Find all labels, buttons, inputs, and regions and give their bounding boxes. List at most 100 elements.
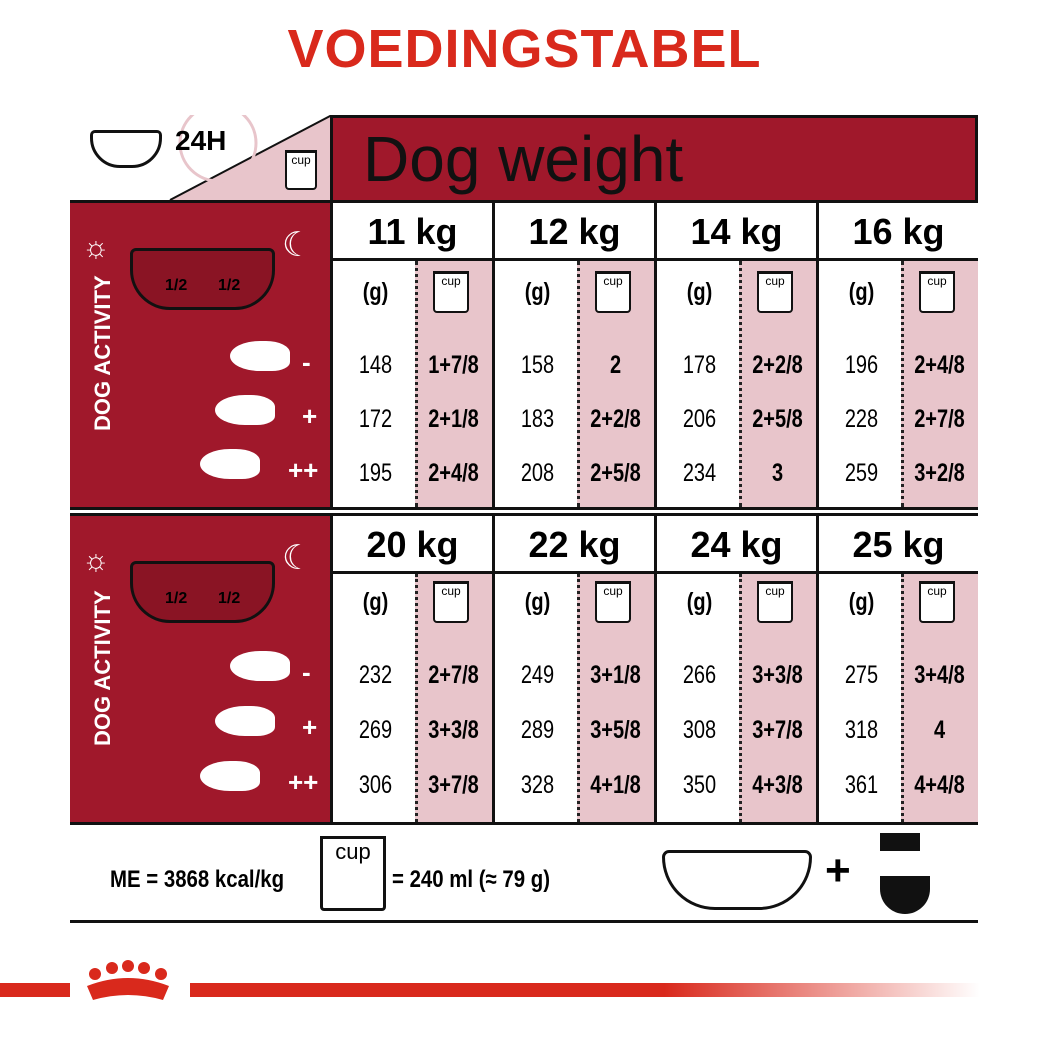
cup-icon: cup — [919, 271, 955, 313]
grams-header: (g) — [686, 278, 713, 306]
cups-value: 3+3/8 — [428, 716, 479, 744]
cups-value: 2+4/8 — [428, 459, 479, 487]
weight-column: 22 kg (g) cup 249 3+1/8 289 3+5/8 328 4+1/8 — [492, 516, 654, 822]
activity-level: + — [302, 712, 318, 742]
grams-value: 195 — [358, 459, 393, 487]
cups-value: 4+1/8 — [590, 771, 641, 799]
weight-column: 20 kg (g) cup 232 2+7/8 269 3+3/8 306 3+7/8 — [330, 516, 492, 822]
grams-value: 275 — [844, 661, 879, 689]
cup-equivalence: = 240 ml (≈ 79 g) — [392, 866, 551, 893]
hours-label: 24H — [175, 125, 227, 156]
grams-header: (g) — [686, 588, 713, 616]
cup-icon: cup — [919, 581, 955, 623]
cups-value: 3+7/8 — [428, 771, 479, 799]
crown-logo — [75, 960, 180, 1010]
cups-value: 4+4/8 — [914, 771, 965, 799]
grams-value: 234 — [682, 459, 717, 487]
grams-value: 249 — [520, 661, 555, 689]
energy-value: ME = 3868 kcal/kg — [110, 866, 285, 893]
cups-value: 4 — [933, 716, 946, 744]
grams-value: 361 — [844, 771, 879, 799]
weight-column: 25 kg (g) cup 275 3+4/8 318 4 361 4+4/8 — [816, 516, 978, 822]
activity-level: - — [302, 347, 311, 377]
moon-icon: ☾ — [282, 539, 313, 577]
cups-value: 3 — [771, 459, 784, 487]
grams-header: (g) — [848, 278, 875, 306]
cups-value: 2+2/8 — [590, 405, 641, 433]
weight-label: 16 kg — [819, 203, 978, 261]
weight-label: 20 kg — [333, 516, 492, 574]
grams-value: 259 — [844, 459, 879, 487]
dog-weight-header: Dog weight — [330, 115, 978, 200]
grams-header: (g) — [362, 278, 389, 306]
grams-value: 228 — [844, 405, 879, 433]
grams-value: 172 — [358, 405, 393, 433]
weight-label: 25 kg — [819, 516, 978, 574]
feeding-block: DOG ACTIVITY ☼ ☾ 1/2 1/2 - + ++ 20 kg (g… — [70, 513, 978, 825]
brand-line-right — [190, 983, 980, 997]
weight-column: 11 kg (g) cup 148 1+7/8 172 2+1/8 195 2+4/8 — [330, 203, 492, 507]
dog-activity-icon — [230, 341, 290, 371]
tap-icon — [880, 833, 920, 851]
activity-label: DOG ACTIVITY — [90, 590, 115, 746]
grams-value: 328 — [520, 771, 555, 799]
dog-activity-icon — [200, 761, 260, 791]
activity-label: DOG ACTIVITY — [90, 275, 115, 431]
cups-value: 2+1/8 — [428, 405, 479, 433]
half-right: 1/2 — [218, 277, 241, 294]
grams-header: (g) — [524, 278, 551, 306]
cups-value: 2+4/8 — [914, 351, 965, 379]
grams-value: 269 — [358, 716, 393, 744]
activity-level: ++ — [288, 767, 319, 797]
grams-value: 308 — [682, 716, 717, 744]
grams-value: 289 — [520, 716, 555, 744]
activity-level: ++ — [288, 455, 319, 485]
cup-icon: cup — [433, 581, 469, 623]
dog-activity-icon — [215, 395, 275, 425]
activity-panel: DOG ACTIVITY ☼ ☾ 1/2 1/2 - + ++ — [70, 203, 330, 507]
cups-value: 3+3/8 — [752, 661, 803, 689]
activity-level: - — [302, 657, 311, 687]
cups-value: 3+5/8 — [590, 716, 641, 744]
weight-column: 14 kg (g) cup 178 2+2/8 206 2+5/8 234 3 — [654, 203, 816, 507]
cup-icon: cup — [320, 836, 386, 911]
weight-label: 24 kg — [657, 516, 816, 574]
grams-header: (g) — [362, 588, 389, 616]
grams-value: 196 — [844, 351, 879, 379]
grams-value: 178 — [682, 351, 717, 379]
moon-icon: ☾ — [282, 226, 313, 264]
grams-header: (g) — [524, 588, 551, 616]
grams-value: 266 — [682, 661, 717, 689]
grams-value: 318 — [844, 716, 879, 744]
cups-value: 2+5/8 — [590, 459, 641, 487]
weight-label: 12 kg — [495, 203, 654, 261]
sun-icon: ☼ — [82, 544, 110, 577]
grams-value: 232 — [358, 661, 393, 689]
weight-label: 22 kg — [495, 516, 654, 574]
cup-icon: cup — [757, 271, 793, 313]
half-right: 1/2 — [218, 590, 241, 607]
half-left: 1/2 — [165, 590, 188, 607]
half-left: 1/2 — [165, 277, 188, 294]
food-bowl-icon: 1/2 1/2 — [130, 561, 275, 623]
footer: ME = 3868 kcal/kg cup = 240 ml (≈ 79 g) … — [70, 828, 978, 923]
food-bowl-icon — [662, 850, 812, 910]
cup-icon: cup — [595, 271, 631, 313]
cup-icon: cup — [433, 271, 469, 313]
weight-label: 11 kg — [333, 203, 492, 261]
cup-icon: cup — [285, 150, 317, 190]
cups-value: 2+2/8 — [752, 351, 803, 379]
cups-value: 3+1/8 — [590, 661, 641, 689]
cups-value: 2+7/8 — [914, 405, 965, 433]
header-left: 24H cup — [70, 115, 332, 200]
grams-header: (g) — [848, 588, 875, 616]
food-bowl-icon: 1/2 1/2 — [130, 248, 275, 310]
cup-icon: cup — [595, 581, 631, 623]
dog-activity-icon — [215, 706, 275, 736]
dog-activity-icon — [200, 449, 260, 479]
plus-sign: + — [825, 846, 851, 895]
feeding-block: DOG ACTIVITY ☼ ☾ 1/2 1/2 - + ++ 11 kg (g… — [70, 200, 978, 510]
cups-value: 2+7/8 — [428, 661, 479, 689]
cups-value: 4+3/8 — [752, 771, 803, 799]
cups-value: 3+2/8 — [914, 459, 965, 487]
